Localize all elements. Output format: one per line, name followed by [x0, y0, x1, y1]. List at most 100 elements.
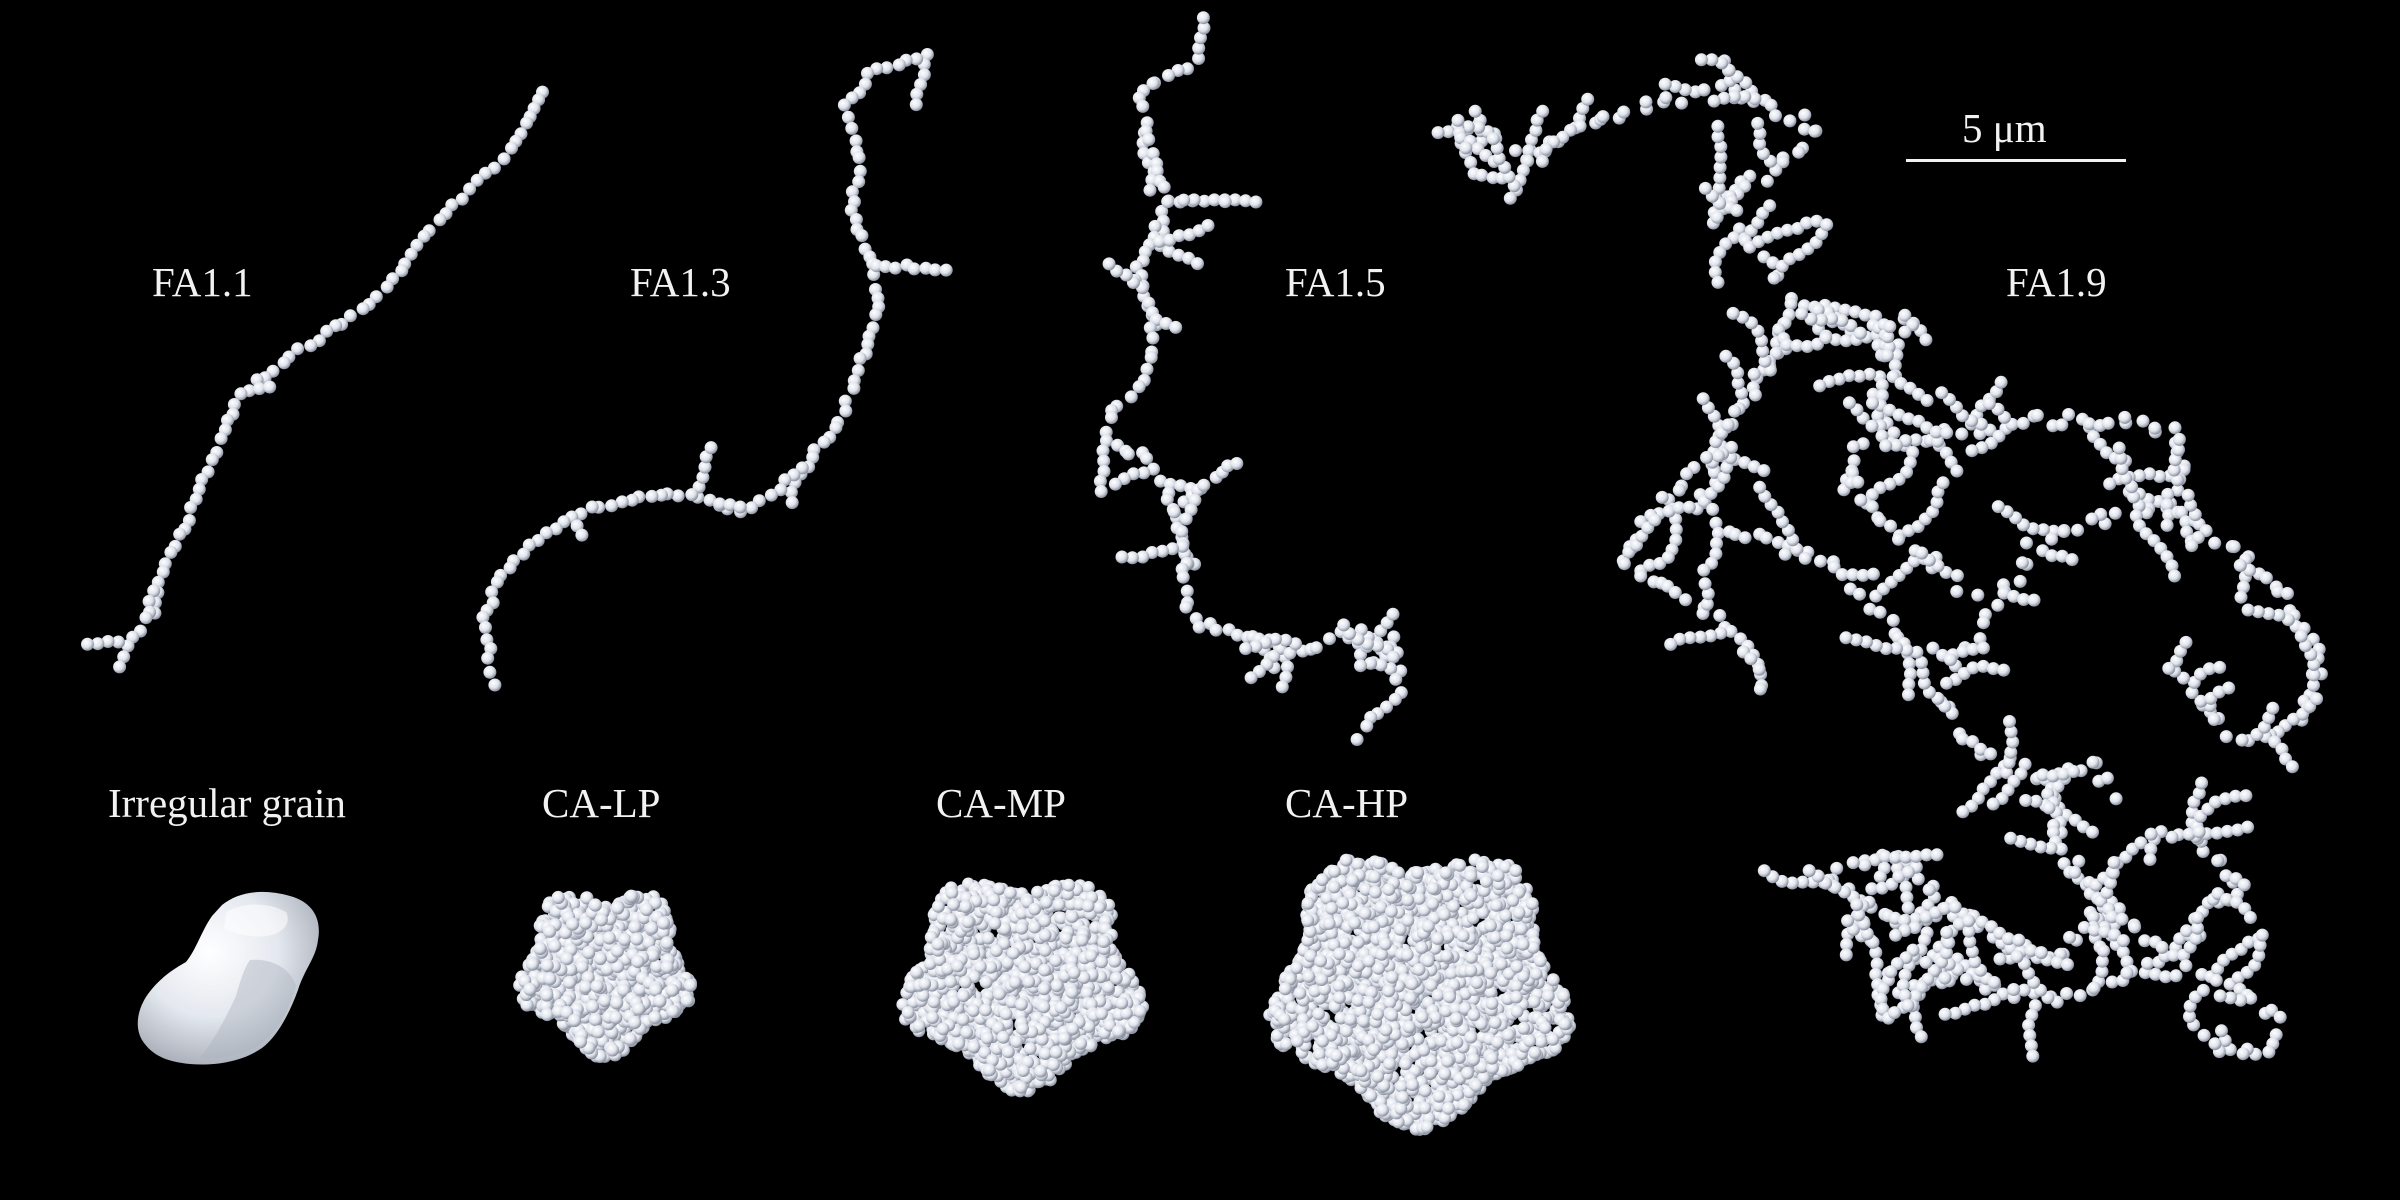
particle	[1648, 513, 1662, 527]
particle	[1997, 586, 2011, 600]
particle	[2218, 792, 2232, 806]
particle	[2192, 825, 2206, 839]
particle	[139, 611, 153, 625]
particle	[1678, 83, 1692, 97]
particle	[2168, 421, 2182, 435]
particle	[1038, 944, 1052, 957]
particle	[2013, 574, 2027, 588]
particle	[490, 575, 504, 589]
particle	[1596, 110, 1610, 124]
particle	[615, 495, 629, 509]
particle	[2229, 789, 2242, 803]
particle	[1176, 539, 1190, 553]
particle	[2239, 789, 2253, 803]
particle	[980, 1031, 994, 1045]
particle	[1617, 105, 1631, 119]
particle	[817, 435, 831, 449]
particle	[1711, 526, 1725, 540]
particle	[1192, 620, 1206, 634]
particle	[2273, 1010, 2287, 1024]
particle	[849, 134, 863, 148]
particle	[1711, 130, 1725, 144]
particle	[585, 500, 599, 514]
particle	[1878, 850, 1892, 863]
particle	[2085, 512, 2099, 526]
particle	[1800, 340, 1814, 353]
particle	[1810, 214, 1824, 228]
particle	[605, 1043, 620, 1057]
particle	[640, 902, 654, 917]
particle	[1015, 998, 1028, 1011]
particle	[575, 528, 589, 542]
particle	[609, 1011, 623, 1025]
particle	[861, 337, 875, 351]
particle	[1962, 924, 1976, 938]
particle	[1177, 193, 1191, 207]
particle	[2160, 518, 2174, 532]
particle	[1880, 348, 1894, 362]
particle	[2134, 836, 2148, 850]
particle	[1031, 885, 1044, 899]
particle	[2055, 418, 2069, 432]
particle	[1902, 657, 1916, 671]
particle	[549, 522, 563, 536]
particle	[2172, 443, 2185, 457]
particle	[936, 1022, 950, 1036]
particle	[1984, 747, 1998, 761]
particle	[2237, 878, 2251, 892]
particle	[988, 917, 1002, 930]
particle	[713, 497, 727, 511]
particle	[951, 959, 964, 973]
particle	[2017, 983, 2031, 997]
particle	[1034, 1064, 1047, 1078]
particle	[733, 500, 747, 514]
particle	[2251, 605, 2265, 619]
particle	[2025, 1008, 2039, 1022]
particle	[2000, 766, 2014, 780]
particle	[2061, 958, 2074, 972]
particle	[1697, 563, 1711, 577]
particle	[588, 1012, 603, 1027]
particle	[543, 972, 557, 986]
particle	[1748, 92, 1762, 106]
particle	[1639, 95, 1653, 109]
particle	[1849, 633, 1863, 647]
particle	[1835, 568, 1849, 582]
particle	[1218, 195, 1232, 209]
particle	[1873, 605, 1887, 619]
particle	[1664, 637, 1678, 651]
particle	[543, 924, 557, 938]
particle	[483, 665, 497, 679]
particle	[912, 1019, 926, 1033]
particle	[1929, 425, 1943, 439]
particle	[1900, 643, 1914, 657]
particle	[1714, 150, 1728, 164]
particle	[1179, 600, 1193, 614]
particle	[1866, 396, 1879, 410]
particle	[1154, 474, 1168, 488]
particle	[2132, 469, 2146, 483]
particle	[1753, 682, 1767, 696]
particle	[1919, 333, 1933, 347]
particle	[2002, 756, 2016, 769]
particle	[1121, 447, 1135, 461]
particle	[1028, 902, 1041, 916]
particle	[551, 890, 565, 905]
particle	[1708, 255, 1722, 269]
particle	[2042, 801, 2056, 815]
particle	[2233, 558, 2247, 572]
particle	[927, 995, 941, 1009]
particle	[1915, 656, 1928, 670]
particle	[1062, 878, 1076, 892]
particle	[117, 650, 131, 664]
particle	[851, 364, 865, 377]
particle	[1915, 546, 1929, 560]
particle	[1522, 144, 1536, 158]
particle	[1710, 537, 1723, 550]
particle	[1096, 444, 1110, 458]
particle	[1869, 967, 1883, 981]
particle	[1847, 454, 1861, 468]
particle	[2143, 467, 2157, 481]
particle	[2024, 837, 2038, 851]
particle	[1901, 999, 1915, 1013]
